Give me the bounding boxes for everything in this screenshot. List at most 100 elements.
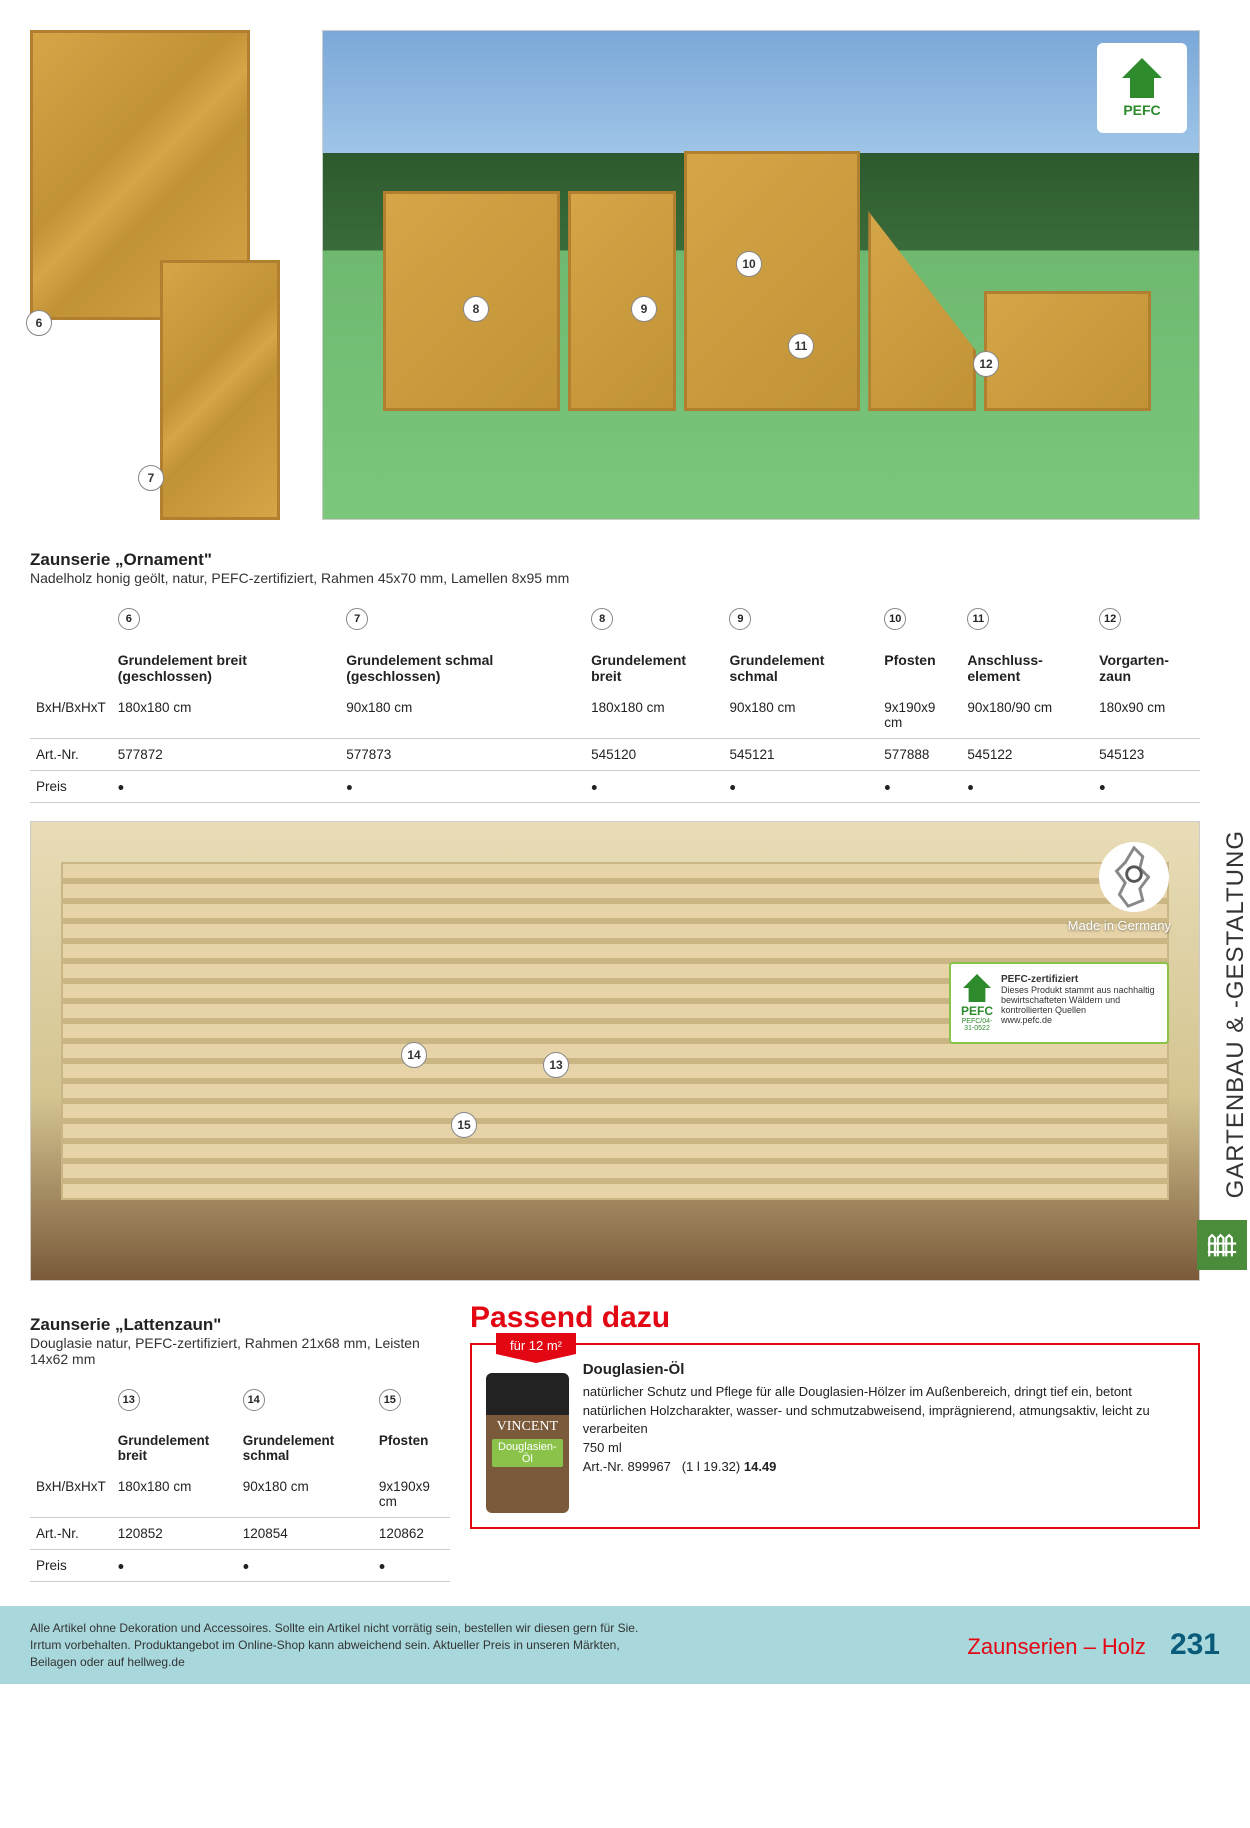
table-cell: • [112, 771, 340, 803]
marker-12: 12 [973, 351, 999, 377]
pefc-tree-icon [963, 974, 991, 1002]
table-cell: 577872 [112, 739, 340, 771]
hero-scene-lattenzaun: 14 13 15 Made in Germany PEFC PEFC/04-31… [30, 821, 1200, 1281]
table-cell: • [878, 771, 961, 803]
table-cell: • [585, 771, 723, 803]
row-label: Art.-Nr. [30, 739, 112, 771]
col-label: Pfosten [878, 644, 961, 692]
marker-14: 14 [401, 1042, 427, 1068]
marker-6: 6 [26, 310, 52, 336]
table-cell: • [1093, 771, 1200, 803]
table-cell: 180x180 cm [585, 692, 723, 739]
col-label: Grundelement breit (geschlossen) [112, 644, 340, 692]
footer-breadcrumb: Zaunserien – Holz [967, 1634, 1146, 1660]
table-cell: 180x90 cm [1093, 692, 1200, 739]
hero-left-panels: 6 7 [30, 30, 310, 530]
passend-card: für 12 m² VINCENT Douglasien-Öl Douglasi… [470, 1343, 1200, 1529]
col-num: 9 [729, 608, 751, 630]
panel-7-image [160, 260, 280, 520]
hero-scene-ornament: 8 9 10 11 12 PEFC [322, 30, 1200, 520]
pefc-cert-id: PEFC/04-31-0522 [961, 1018, 993, 1032]
product-unit-price: (1 l 19.32) [682, 1459, 741, 1474]
row-label: Preis [30, 1550, 112, 1582]
col-label: Grundelement breit [585, 644, 723, 692]
marker-7: 7 [138, 465, 164, 491]
table-cell: 545121 [723, 739, 878, 771]
table-cell: 180x180 cm [112, 692, 340, 739]
col-label: Grundelement breit [112, 1425, 237, 1471]
marker-10: 10 [736, 251, 762, 277]
pefc-cert-box: PEFC PEFC/04-31-0522 PEFC-zertifiziert D… [949, 962, 1169, 1044]
fence-10 [684, 151, 861, 411]
table-cell: • [723, 771, 878, 803]
germany-badge-icon [1099, 842, 1169, 912]
area-badge: für 12 m² [496, 1333, 576, 1363]
pefc-label: PEFC [1123, 102, 1160, 118]
table-cell: 545123 [1093, 739, 1200, 771]
footer-bar: Alle Artikel ohne Dekoration und Accesso… [0, 1606, 1250, 1684]
table-cell: 90x180/90 cm [961, 692, 1093, 739]
fence-12 [984, 291, 1151, 411]
col-num: 11 [967, 608, 989, 630]
product-title: Douglasien-Öl [583, 1359, 1184, 1381]
table-cell: • [340, 771, 585, 803]
col-label: Pfosten [373, 1425, 450, 1471]
col-label: Anschluss­element [961, 644, 1093, 692]
table-cell: 120854 [237, 1518, 373, 1550]
table-cell: 90x180 cm [340, 692, 585, 739]
marker-11: 11 [788, 333, 814, 359]
product-size: 750 ml [583, 1440, 622, 1455]
series2-subtitle: Douglasie natur, PEFC-zertifiziert, Rahm… [30, 1335, 450, 1367]
table-cell: 577888 [878, 739, 961, 771]
can-brand: VINCENT [497, 1419, 558, 1435]
col-num: 6 [118, 608, 140, 630]
marker-8: 8 [463, 296, 489, 322]
table-cell: 120862 [373, 1518, 450, 1550]
table-cell: • [237, 1550, 373, 1582]
row-label: BxH/BxHxT [30, 1471, 112, 1518]
product-can-image: VINCENT Douglasien-Öl [486, 1373, 569, 1513]
table-cell: 9x190x9 cm [878, 692, 961, 739]
pefc-tree-icon [1122, 58, 1162, 98]
series2-title: Zaunserie „Lattenzaun" [30, 1315, 450, 1335]
pefc-label: PEFC [961, 1004, 993, 1018]
marker-9: 9 [631, 296, 657, 322]
marker-15: 15 [451, 1112, 477, 1138]
series1-subtitle: Nadelholz honig geölt, natur, PEFC-zerti… [30, 570, 1200, 586]
table-cell: • [961, 771, 1093, 803]
col-num: 7 [346, 608, 368, 630]
col-num: 12 [1099, 608, 1121, 630]
col-num: 14 [243, 1389, 265, 1411]
table-cell: 545122 [961, 739, 1093, 771]
row-label: Art.-Nr. [30, 1518, 112, 1550]
fence-9 [568, 191, 676, 411]
table-cell: 577873 [340, 739, 585, 771]
col-label: Grundelement schmal [237, 1425, 373, 1471]
col-num: 10 [884, 608, 906, 630]
product-price: 14.49 [744, 1459, 777, 1474]
row-label: Preis [30, 771, 112, 803]
col-num: 13 [118, 1389, 140, 1411]
table-cell: • [112, 1550, 237, 1582]
col-num: 8 [591, 608, 613, 630]
made-in-label: Made in Germany [1068, 918, 1171, 933]
table-cell: 120852 [112, 1518, 237, 1550]
footer-page-number: 231 [1170, 1628, 1220, 1662]
table-cell: 90x180 cm [237, 1471, 373, 1518]
marker-13: 13 [543, 1052, 569, 1078]
can-name: Douglasien-Öl [492, 1439, 563, 1467]
col-label: Grundelement schmal [723, 644, 878, 692]
table-cell: • [373, 1550, 450, 1582]
pefc-box-url: www.pefc.de [1001, 1015, 1157, 1025]
col-label: Grundelement schmal (geschlossen) [340, 644, 585, 692]
fence-11 [868, 211, 976, 411]
series2-table: 13 14 15 Grundelement breit Grundelement… [30, 1381, 450, 1582]
table-cell: 9x190x9 cm [373, 1471, 450, 1518]
product-art-nr: Art.-Nr. 899967 [583, 1459, 671, 1474]
pefc-box-text: Dieses Produkt stammt aus nachhaltig bew… [1001, 985, 1157, 1015]
passend-heading: Passend dazu [470, 1301, 1200, 1335]
table-cell: 90x180 cm [723, 692, 878, 739]
series1-table: 6 7 8 9 10 11 12 Grundelement breit (ges… [30, 600, 1200, 803]
series1-title: Zaunserie „Ornament" [30, 550, 1200, 570]
product-description: natürlicher Schutz und Pflege für alle D… [583, 1384, 1150, 1437]
